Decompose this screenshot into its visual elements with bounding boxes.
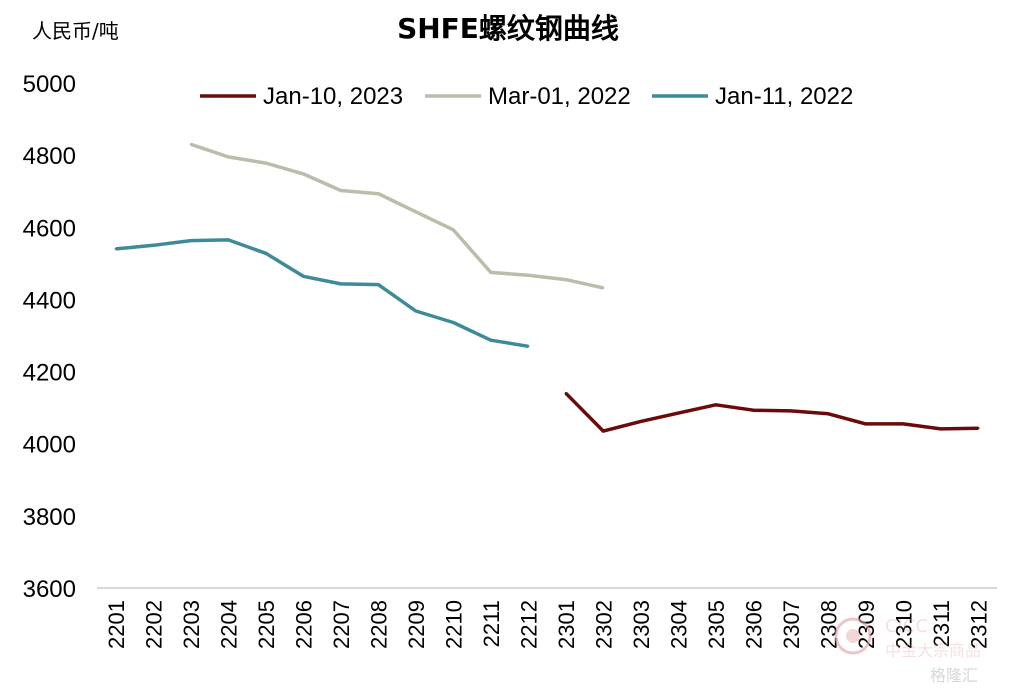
- x-tick-label: 2306: [741, 600, 766, 649]
- series-line-2: [115, 238, 529, 349]
- x-tick-label: 2201: [104, 600, 129, 649]
- data-point: [602, 286, 605, 290]
- data-point: [564, 392, 567, 395]
- data-point: [302, 172, 305, 176]
- data-point: [939, 427, 942, 431]
- data-point: [864, 422, 867, 426]
- x-tick-label: 2208: [366, 600, 391, 649]
- legend-item-0: Jan-10, 2023: [200, 83, 403, 110]
- legend-item-1: Mar-01, 2022: [425, 83, 631, 110]
- x-tick-label: 2209: [404, 600, 429, 649]
- x-tick-label: 2307: [779, 600, 804, 649]
- legend: Jan-10, 2023 Mar-01, 2022 Jan-11, 2022: [200, 83, 853, 110]
- data-point: [639, 420, 642, 423]
- x-tick-label: 2211: [479, 600, 504, 647]
- series-line-0: [564, 391, 979, 433]
- data-point: [189, 239, 192, 242]
- legend-label: Mar-01, 2022: [488, 83, 631, 110]
- data-point: [714, 403, 717, 406]
- y-tick-label: 4200: [23, 360, 76, 387]
- y-tick-label: 4000: [23, 432, 76, 459]
- legend-item-2: Jan-11, 2022: [652, 83, 853, 110]
- y-tick-label: 5000: [23, 71, 76, 98]
- x-tick-label: 2303: [629, 600, 654, 649]
- x-tick-label: 2205: [254, 600, 279, 649]
- x-tick-label: 2210: [441, 600, 466, 649]
- x-tick-label: 2202: [141, 600, 166, 649]
- x-axis-ticks: 2201 2202 2203 2204 2205 2206 2207 2208 2209 2210…: [104, 600, 992, 649]
- y-axis-ticks: 3600 3800 4000 4200 4400 4600 4800 5000: [23, 71, 76, 603]
- x-tick-label: 2204: [216, 600, 241, 649]
- data-point: [452, 321, 455, 324]
- data-point: [489, 339, 492, 342]
- y-tick-label: 3800: [23, 504, 76, 531]
- legend-label: Jan-10, 2023: [263, 83, 403, 110]
- data-point: [377, 283, 380, 286]
- y-tick-label: 3600: [23, 576, 76, 603]
- data-point: [902, 422, 905, 426]
- x-tick-label: 2207: [329, 600, 354, 649]
- data-point: [114, 247, 118, 251]
- x-tick-label: 2305: [704, 600, 729, 649]
- data-point: [752, 409, 755, 412]
- x-tick-label: 2311: [929, 600, 954, 647]
- data-point: [489, 271, 492, 274]
- data-point: [414, 210, 417, 213]
- x-tick-label: 2212: [516, 600, 541, 649]
- chart-title: SHFE螺纹钢曲线: [397, 12, 619, 45]
- x-tick-label: 2206: [291, 600, 316, 649]
- y-tick-label: 4800: [23, 143, 76, 170]
- data-point: [227, 155, 230, 159]
- data-point: [977, 427, 980, 430]
- series-lines: [114, 142, 980, 433]
- y-tick-label: 4400: [23, 287, 76, 314]
- data-point: [264, 161, 267, 165]
- watermark-stamp: 格隆汇: [930, 666, 978, 685]
- data-point: [339, 189, 342, 192]
- data-point: [339, 282, 342, 286]
- data-point: [827, 412, 830, 415]
- x-tick-label: 2312: [966, 600, 991, 649]
- data-point: [152, 244, 155, 247]
- series-line-1: [190, 142, 604, 290]
- data-point: [414, 309, 417, 313]
- data-point: [527, 345, 530, 348]
- data-point: [452, 228, 455, 231]
- x-tick-label: 2301: [554, 600, 579, 649]
- x-tick-label: 2304: [666, 600, 691, 649]
- x-tick-label: 2310: [891, 600, 916, 649]
- x-tick-label: 2203: [179, 600, 204, 649]
- data-point: [377, 192, 380, 195]
- data-point: [602, 429, 605, 433]
- cicc-logo-icon: [834, 617, 872, 655]
- x-tick-label: 2302: [591, 600, 616, 649]
- watermark-brand: CICC: [885, 616, 928, 637]
- watermark-cn-name: 中金大宗商品: [885, 641, 981, 660]
- data-point: [677, 411, 680, 415]
- data-point: [189, 143, 192, 146]
- data-point: [527, 274, 530, 277]
- data-point: [227, 238, 230, 242]
- data-point: [564, 278, 567, 281]
- y-tick-label: 4600: [23, 215, 76, 242]
- cicc-watermark: CICC 中金大宗商品 格隆汇: [834, 616, 981, 685]
- y-axis-unit-label: 人民币/吨: [32, 19, 119, 43]
- legend-label: Jan-11, 2022: [715, 83, 853, 110]
- data-point: [789, 409, 792, 413]
- data-point: [302, 275, 305, 278]
- data-point: [264, 252, 267, 255]
